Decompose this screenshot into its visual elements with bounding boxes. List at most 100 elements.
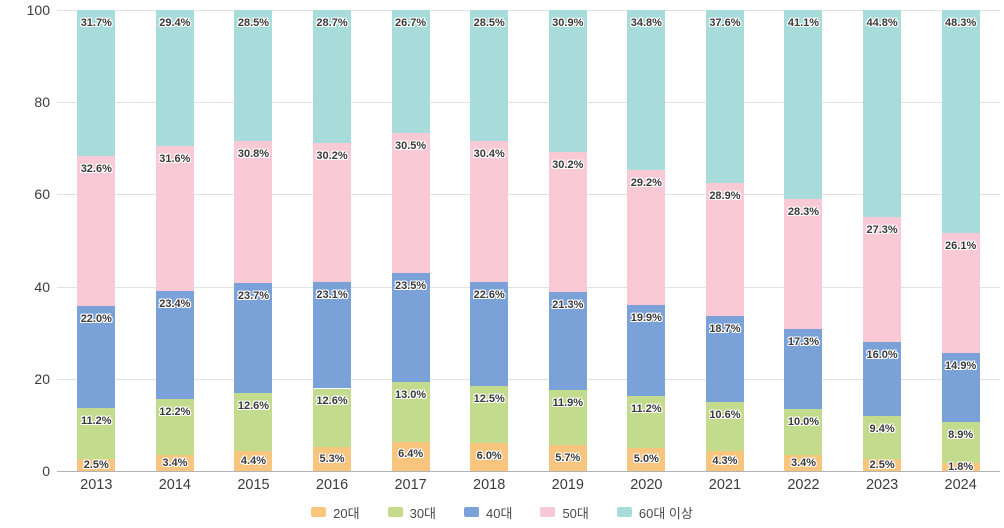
value-label-2021-30대: 10.6% (709, 409, 741, 422)
bar-column-2023: 2.5% 9.4% 16.0% 27.3% 44.8% (843, 10, 922, 471)
bar-column-2018: 6.0% 12.5% 22.6% 30.4% 28.5% (450, 10, 529, 471)
x-tick-label-2013: 2013 (80, 477, 113, 493)
value-label-2015-60대 이상: 28.5% (237, 17, 270, 29)
bar-segment-2018-50대 (470, 141, 509, 282)
bar-segment-2023-60대 이상 (863, 10, 902, 217)
value-label-2018-40대: 22.6% (473, 288, 505, 301)
bar-segment-2021-50대 (705, 182, 744, 317)
bar-column-2019: 5.7% 11.9% 21.3% 30.2% 30.9% (528, 10, 607, 471)
bars: 2.5% 11.2% 22.0% 32.6% 31.7% 3.4% 12.2% 23.4% 31… (57, 9, 1000, 473)
bar-column-2016: 5.3% 12.6% 23.1% 30.2% 28.7% (293, 10, 372, 471)
value-label-2024-60대 이상: 48.3% (945, 17, 977, 29)
value-label-2023-30대: 9.4% (869, 423, 895, 436)
legend-item-20대: 20대 (311, 503, 360, 522)
value-label-2019-30대: 11.9% (552, 396, 584, 409)
gridline-80 (57, 102, 1000, 104)
y-tick-label-100: 100 (26, 2, 50, 18)
value-label-2018-30대: 12.5% (473, 392, 505, 405)
bar-segment-2017-50대 (391, 132, 430, 274)
bar-segment-2014-60대 이상 (155, 10, 194, 146)
value-label-2018-20대: 6.0% (476, 450, 502, 463)
legend-item-30대: 30대 (387, 503, 437, 522)
bar-segment-2016-60대 이상 (313, 10, 352, 143)
value-label-2016-30대: 12.6% (316, 395, 348, 408)
x-axis: 2013 2014 2015 2016 2017 2018 2019 2020 2021 2022… (57, 477, 1000, 493)
bar-column-2014: 3.4% 12.2% 23.4% 31.6% 29.4% (136, 10, 215, 471)
x-tick-label-2021: 2021 (708, 477, 742, 493)
bar-segment-2024-60대 이상 (941, 10, 980, 233)
value-label-2015-30대: 12.6% (237, 399, 270, 412)
bar-segment-2013-50대 (77, 156, 116, 307)
legend-label: 50대 (562, 505, 589, 521)
bar-segment-2015-60대 이상 (234, 10, 273, 142)
value-label-2014-40대: 23.4% (159, 298, 191, 311)
bar-segment-2017-60대 이상 (391, 9, 430, 133)
value-label-2020-50대: 29.2% (630, 176, 662, 189)
value-label-2018-50대: 30.4% (473, 148, 505, 161)
value-label-2014-60대 이상: 29.4% (159, 17, 191, 29)
legend-label: 20대 (333, 505, 360, 521)
legend-item-50대: 50대 (540, 503, 589, 522)
bar-segment-2022-30대 (784, 409, 823, 456)
value-label-2021-50대: 28.9% (709, 189, 741, 202)
x-tick-label-2017: 2017 (394, 477, 427, 493)
bar-segment-2023-50대 (863, 216, 902, 343)
bar-segment-2024-50대 (941, 232, 980, 353)
value-label-2022-40대: 17.3% (787, 336, 820, 349)
bar-segment-2016-30대 (313, 388, 352, 447)
value-label-2022-20대: 3.4% (790, 457, 817, 470)
bar-segment-2015-30대 (234, 392, 273, 451)
value-label-2019-20대: 5.7% (555, 451, 581, 464)
bar-segment-2021-20대 (705, 451, 744, 471)
bar-segment-2020-40대 (627, 304, 666, 397)
value-label-2016-50대: 30.2% (316, 149, 348, 162)
bar-segment-2014-20대 (155, 455, 194, 471)
value-label-2013-40대: 22.0% (80, 313, 112, 326)
value-label-2022-60대 이상: 41.1% (787, 16, 820, 29)
value-label-2021-60대 이상: 37.6% (709, 16, 741, 29)
bar-segment-2019-30대 (548, 389, 587, 445)
plot-area: 2.5% 11.2% 22.0% 32.6% 31.7% 3.4% 12.2% 23.4% 31… (57, 9, 1000, 473)
value-label-2020-20대: 5.0% (633, 453, 659, 466)
value-label-2016-60대 이상: 28.7% (316, 17, 348, 30)
value-label-2023-60대 이상: 44.8% (866, 17, 898, 29)
bar-segment-2024-40대 (941, 353, 980, 422)
bar-segment-2018-60대 이상 (470, 10, 509, 142)
bar-segment-2014-50대 (155, 145, 194, 292)
bar-segment-2017-20대 (391, 441, 430, 471)
legend-swatch-icon (387, 507, 403, 517)
legend-label: 30대 (409, 505, 437, 521)
bar-segment-2018-30대 (470, 385, 509, 444)
bar-segment-2019-20대 (548, 444, 587, 471)
bar-segment-2023-30대 (863, 416, 902, 460)
x-tick-label-2016: 2016 (315, 477, 349, 493)
bar-column-2024: 1.8% 8.9% 14.9% 26.1% 48.3% (921, 10, 1000, 473)
value-label-2017-60대 이상: 26.7% (395, 16, 427, 29)
value-label-2014-20대: 3.4% (162, 457, 188, 470)
bar-segment-2023-40대 (863, 342, 902, 417)
value-label-2024-40대: 14.9% (945, 359, 977, 372)
bar-segment-2020-20대 (627, 447, 666, 471)
value-label-2013-60대 이상: 31.7% (80, 17, 112, 29)
legend: 20대 30대 40대 50대 60대 이상 (0, 502, 1004, 522)
bar-segment-2014-40대 (155, 291, 194, 400)
bar-segment-2022-20대 (784, 455, 823, 471)
x-tick-label-2014: 2014 (158, 477, 191, 493)
value-label-2017-50대: 30.5% (395, 139, 427, 152)
value-label-2020-60대 이상: 34.8% (630, 16, 662, 29)
bar-segment-2016-40대 (313, 282, 352, 389)
bar-segment-2013-60대 이상 (77, 10, 116, 157)
x-tick-label-2019: 2019 (551, 477, 584, 493)
x-tick-label-2023: 2023 (865, 477, 899, 493)
legend-label: 60대 이상 (638, 505, 693, 521)
value-label-2024-50대: 26.1% (945, 239, 977, 252)
bar-column-2020: 5.0% 11.2% 19.9% 29.2% 34.8% (607, 9, 686, 471)
x-tick-label-2022: 2022 (787, 477, 820, 493)
value-label-2015-50대: 30.8% (237, 148, 270, 161)
bar-segment-2022-50대 (784, 199, 823, 330)
y-tick-label-40: 40 (34, 278, 50, 295)
bar-segment-2018-20대 (470, 443, 509, 471)
value-label-2019-40대: 21.3% (552, 298, 584, 311)
value-label-2022-50대: 28.3% (787, 206, 820, 218)
